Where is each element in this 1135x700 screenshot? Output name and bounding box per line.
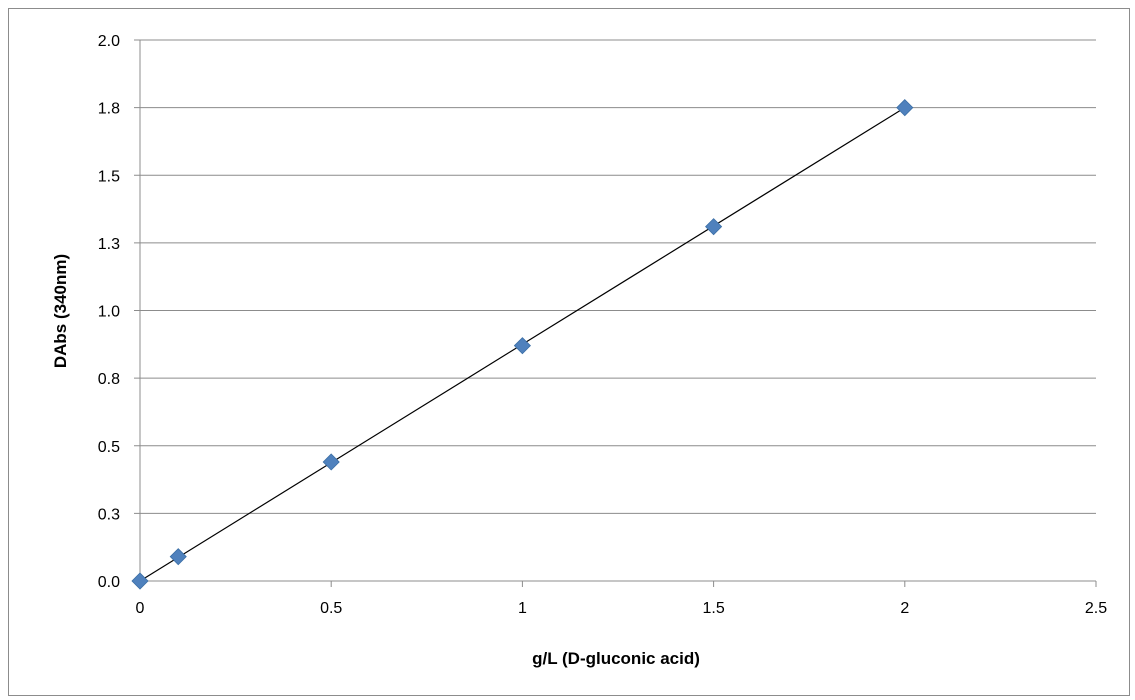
- data-point: [131, 572, 149, 590]
- y-tick-label: 1.8: [98, 101, 120, 118]
- data-point: [705, 218, 723, 236]
- x-axis-title: g/L (D-gluconic acid): [532, 649, 700, 668]
- x-tick-label: 2.5: [1085, 600, 1107, 617]
- y-tick-label: 0.3: [98, 506, 120, 523]
- y-tick-label: 0.8: [98, 371, 120, 388]
- y-axis-ticks: 0.0 0.3 0.5 0.8 1.0 1.3 1.5 1.8 2.0: [98, 33, 140, 591]
- y-tick-label: 1.3: [98, 236, 120, 253]
- y-tick-label: 0.0: [98, 574, 120, 591]
- y-axis-title: DAbs (340nm): [51, 254, 70, 368]
- data-points: [131, 99, 914, 590]
- y-tick-label: 1.5: [98, 168, 120, 185]
- data-point: [322, 453, 340, 471]
- data-point: [896, 99, 914, 117]
- x-tick-label: 1: [518, 600, 527, 617]
- y-tick-label: 1.0: [98, 304, 120, 321]
- data-point: [169, 548, 187, 566]
- y-tick-label: 2.0: [98, 33, 120, 50]
- x-tick-label: 0.5: [320, 600, 342, 617]
- y-tick-label: 0.5: [98, 439, 120, 456]
- x-tick-label: 1.5: [702, 600, 724, 617]
- x-tick-label: 2: [900, 600, 909, 617]
- x-tick-label: 0: [136, 600, 145, 617]
- gridlines: [140, 39, 1096, 514]
- data-point: [513, 337, 531, 355]
- x-axis-ticks: 0 0.5 1 1.5 2 2.5: [136, 581, 1107, 617]
